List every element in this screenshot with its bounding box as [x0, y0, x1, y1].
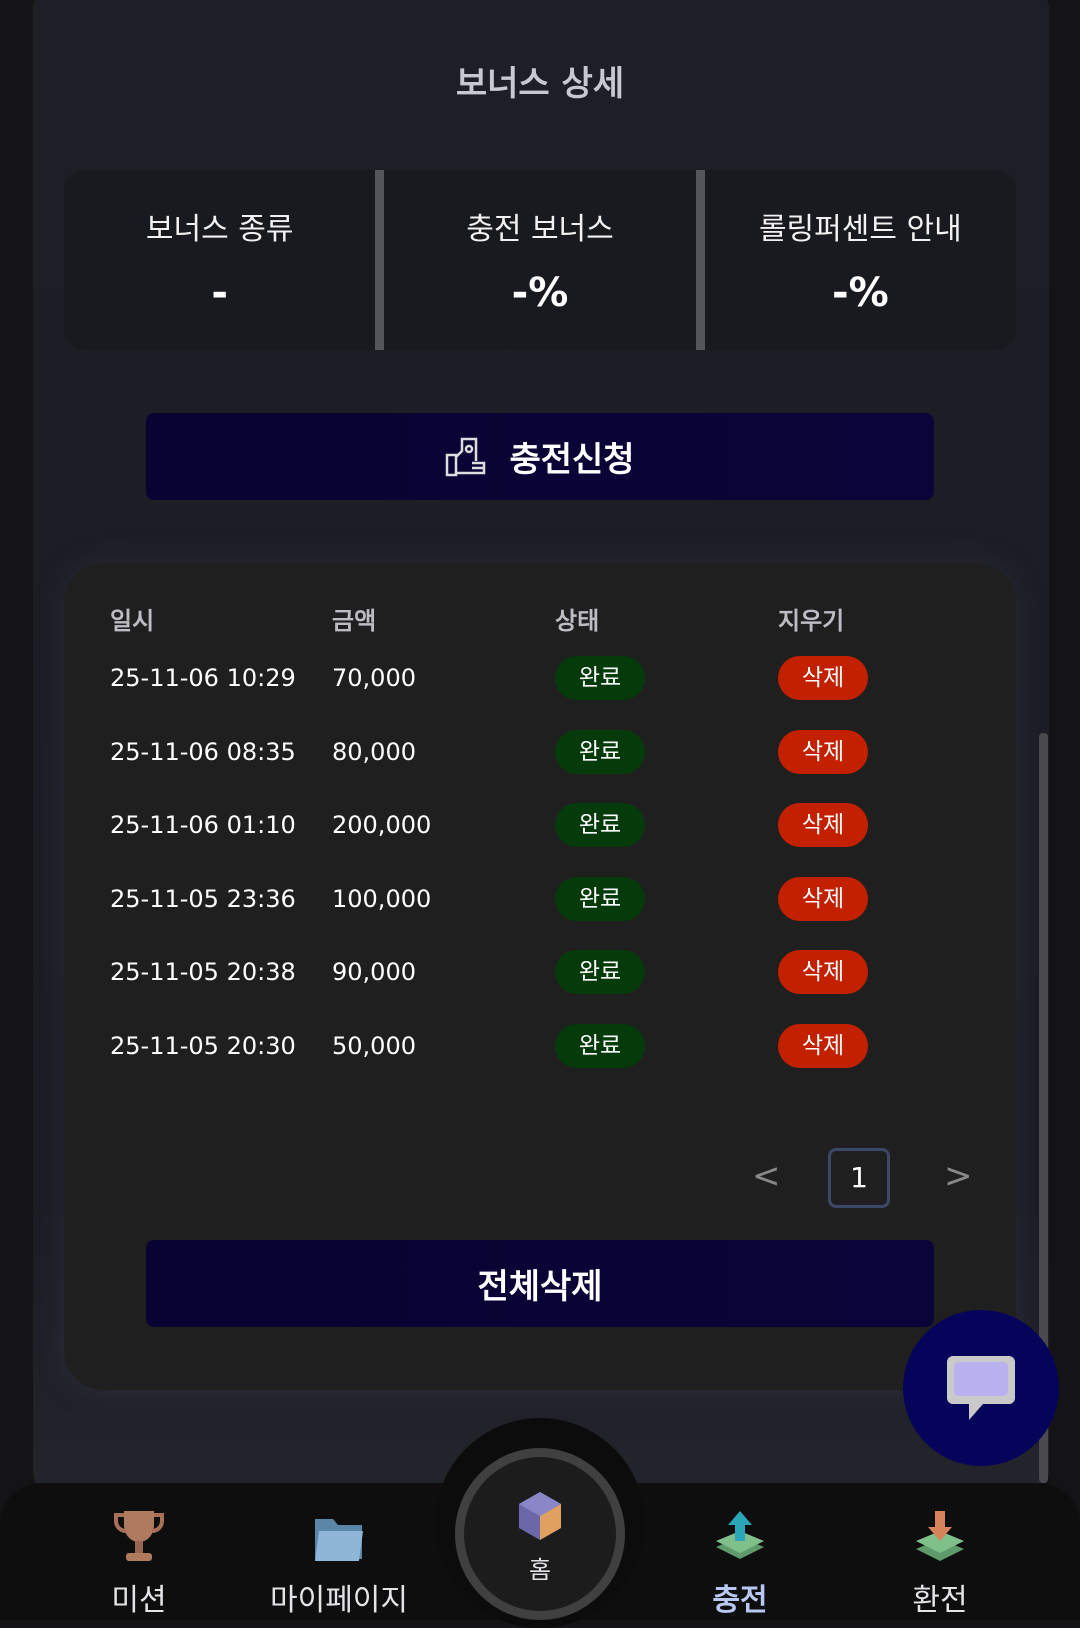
delete-button[interactable]: 삭제	[778, 729, 868, 774]
row-amount: 90,000	[332, 958, 416, 986]
delete-button[interactable]: 삭제	[778, 656, 868, 700]
deposit-apply-button[interactable]: 충전신청	[146, 413, 934, 500]
withdraw-money-icon	[916, 1511, 964, 1561]
status-badge: 완료	[555, 656, 645, 700]
page-1-button[interactable]: 1	[828, 1148, 890, 1208]
row-date: 25-11-06 08:35	[110, 737, 296, 766]
delete-button[interactable]: 삭제	[778, 876, 868, 921]
header-status: 상태	[555, 606, 600, 635]
header-delete: 지우기	[778, 606, 845, 635]
row-date: 25-11-06 01:10	[110, 811, 296, 839]
deposit-apply-label: 충전신청	[509, 440, 635, 480]
nav-mission[interactable]: 미션	[39, 1505, 239, 1619]
chat-bubble-icon	[947, 1356, 1015, 1420]
nav-withdraw[interactable]: 환전	[840, 1505, 1040, 1619]
chat-button[interactable]	[903, 1310, 1059, 1466]
status-badge: 완료	[555, 950, 645, 994]
table-row: 25-11-06 01:10 200,000 완료 삭제	[64, 800, 1016, 850]
table-row: 25-11-06 10:29 70,000 완료 삭제	[64, 653, 1016, 703]
trophy-icon	[114, 1511, 164, 1561]
nav-home[interactable]: 홈	[440, 1482, 640, 1585]
deposit-bonus: 충전 보너스 -%	[384, 170, 695, 350]
divider	[375, 170, 385, 350]
folder-icon	[315, 1519, 363, 1561]
nav-label: 충전	[712, 1583, 768, 1618]
delete-button[interactable]: 삭제	[778, 1023, 868, 1068]
table-row: 25-11-05 20:30 50,000 완료 삭제	[64, 1021, 1016, 1071]
deposit-bonus-label: 충전 보너스	[466, 212, 614, 247]
header-date: 일시	[110, 606, 155, 635]
bonus-type-value: -	[211, 270, 228, 316]
divider	[695, 170, 705, 350]
delete-button[interactable]: 삭제	[778, 950, 868, 994]
prev-page-button[interactable]: <	[752, 1156, 781, 1196]
status-badge: 완료	[555, 729, 645, 774]
row-amount: 200,000	[332, 811, 432, 839]
table-row: 25-11-06 08:35 80,000 완료 삭제	[64, 727, 1016, 777]
row-amount: 80,000	[332, 737, 416, 766]
row-date: 25-11-05 20:38	[110, 958, 296, 986]
table-header: 일시 금액 상태 지우기	[64, 593, 1016, 643]
rolling-percent-label: 롤링퍼센트 안내	[758, 212, 962, 247]
rolling-percent: 롤링퍼센트 안내 -%	[705, 170, 1016, 350]
deposit-money-icon	[716, 1511, 764, 1559]
hand-money-icon	[446, 437, 486, 476]
rolling-percent-value: -%	[831, 270, 889, 316]
bonus-info: 보너스 종류 - 충전 보너스 -% 롤링퍼센트 안내 -%	[64, 170, 1016, 350]
scrollbar[interactable]	[1039, 733, 1048, 1483]
bonus-type: 보너스 종류 -	[64, 170, 375, 350]
table-row: 25-11-05 23:36 100,000 완료 삭제	[64, 874, 1016, 924]
status-badge: 완료	[555, 803, 645, 847]
header-amount: 금액	[332, 606, 377, 635]
nav-mypage[interactable]: 마이페이지	[239, 1505, 439, 1619]
row-amount: 70,000	[332, 664, 416, 692]
nav-label: 홈	[528, 1556, 552, 1584]
row-date: 25-11-05 23:36	[110, 884, 296, 913]
nav-deposit[interactable]: 충전	[640, 1505, 840, 1619]
row-amount: 100,000	[332, 884, 432, 913]
deposit-bonus-value: -%	[511, 270, 569, 316]
delete-all-button[interactable]: 전체삭제	[146, 1240, 934, 1327]
nav-label: 마이페이지	[270, 1583, 408, 1618]
table-row: 25-11-05 20:38 90,000 완료 삭제	[64, 947, 1016, 997]
delete-button[interactable]: 삭제	[778, 803, 868, 847]
casino-dice-icon	[519, 1492, 561, 1540]
delete-all-label: 전체삭제	[477, 1267, 603, 1307]
row-date: 25-11-06 10:29	[110, 664, 296, 692]
page-title: 보너스 상세	[455, 64, 625, 104]
nav-label: 환전	[912, 1583, 968, 1618]
row-date: 25-11-05 20:30	[110, 1031, 296, 1060]
status-badge: 완료	[555, 1023, 645, 1068]
home-button[interactable]	[455, 1448, 625, 1620]
nav-label: 미션	[111, 1583, 167, 1618]
row-amount: 50,000	[332, 1031, 416, 1060]
status-badge: 완료	[555, 876, 645, 921]
next-page-button[interactable]: >	[944, 1156, 973, 1196]
bonus-type-label: 보너스 종류	[145, 212, 294, 247]
